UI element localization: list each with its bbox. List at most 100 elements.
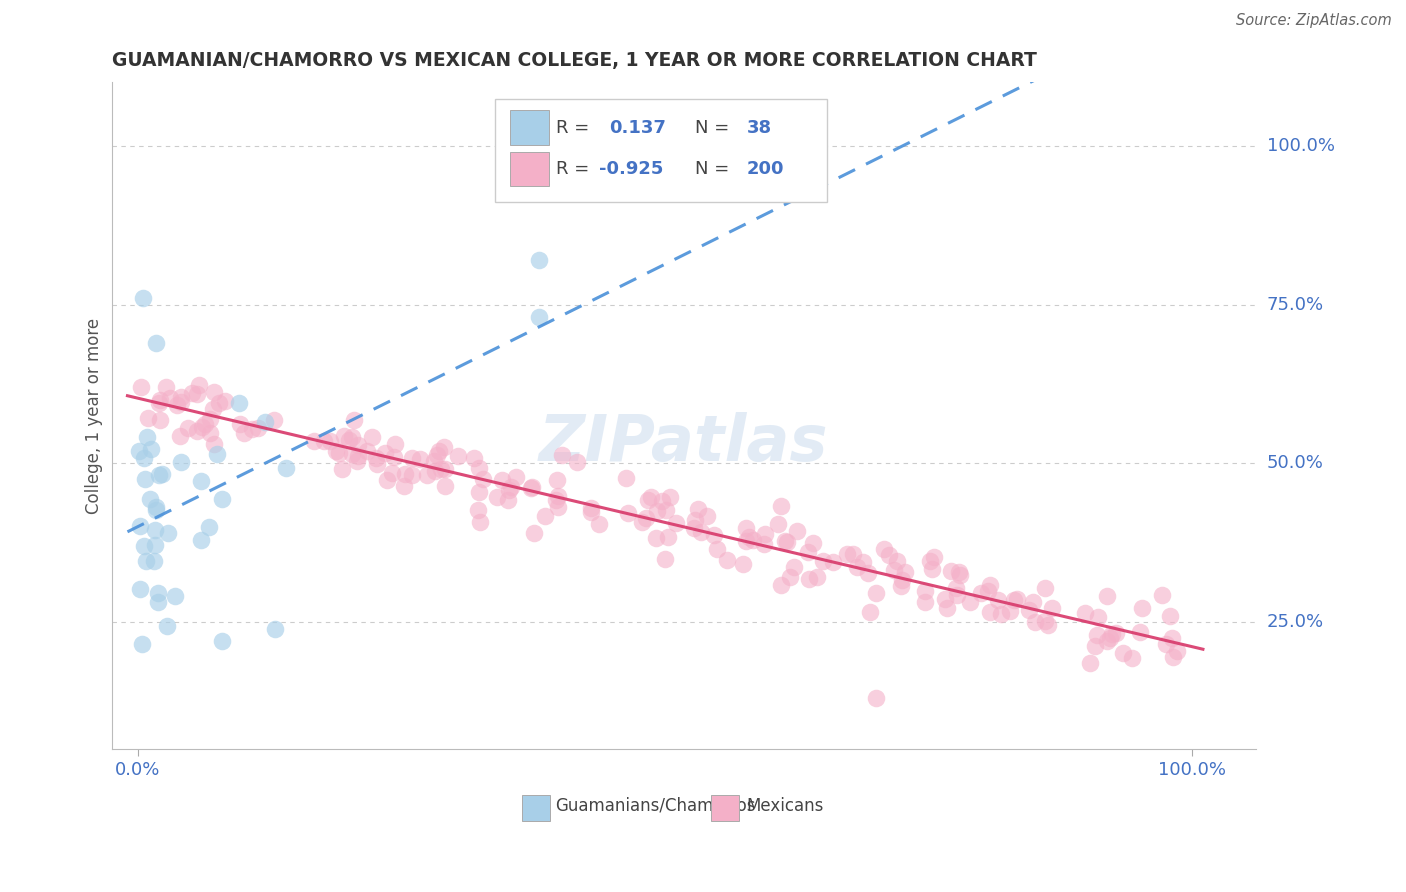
Point <box>890 579 912 593</box>
Point <box>198 426 221 441</box>
Point <box>1021 595 1043 609</box>
Point <box>614 471 637 485</box>
Point <box>1002 593 1025 607</box>
Point <box>1095 589 1118 603</box>
Point <box>731 557 754 571</box>
Point <box>426 448 449 462</box>
Point <box>202 385 225 400</box>
Point <box>145 500 167 514</box>
Point <box>1161 631 1184 645</box>
FancyBboxPatch shape <box>510 152 548 186</box>
Point <box>546 473 568 487</box>
Point <box>401 468 423 483</box>
Point <box>1024 615 1046 629</box>
Point <box>361 430 384 444</box>
Point <box>821 555 844 569</box>
Point <box>1084 639 1107 653</box>
Point <box>425 464 447 478</box>
Point <box>716 553 738 567</box>
Point <box>877 548 900 562</box>
Point <box>148 396 170 410</box>
Point <box>246 420 269 434</box>
Text: 100.0%: 100.0% <box>1267 136 1334 155</box>
Point <box>683 521 706 535</box>
Point <box>211 491 233 506</box>
Point <box>579 501 602 516</box>
Point <box>229 417 252 431</box>
Point <box>946 588 969 602</box>
Point <box>163 589 186 603</box>
Point <box>190 474 212 488</box>
Point <box>1078 656 1101 670</box>
Point <box>505 469 527 483</box>
Point <box>1101 626 1123 640</box>
Point <box>914 595 936 609</box>
Point <box>145 502 167 516</box>
Point <box>176 421 198 435</box>
Point <box>190 533 212 547</box>
Point <box>658 490 681 504</box>
Point <box>922 549 945 564</box>
Point <box>865 691 887 706</box>
Point <box>135 554 157 568</box>
Point <box>856 566 879 580</box>
Point <box>859 605 882 619</box>
Point <box>381 467 404 481</box>
Point <box>486 490 509 504</box>
Point <box>263 413 285 427</box>
Point <box>128 444 150 458</box>
Point <box>813 554 835 568</box>
Point <box>1095 633 1118 648</box>
Point <box>949 568 972 582</box>
Point <box>1130 601 1153 615</box>
Point <box>935 601 957 615</box>
Point <box>547 489 569 503</box>
Point <box>654 552 676 566</box>
Point <box>149 412 172 426</box>
Point <box>139 492 162 507</box>
Point <box>155 380 177 394</box>
Point <box>132 540 155 554</box>
Point <box>579 505 602 519</box>
FancyBboxPatch shape <box>495 99 827 202</box>
Point <box>264 622 287 636</box>
Point <box>186 387 208 401</box>
Point <box>703 528 725 542</box>
Point <box>617 506 640 520</box>
Point <box>737 530 759 544</box>
Point <box>634 510 657 524</box>
Point <box>312 434 335 448</box>
Point <box>463 450 485 465</box>
Point <box>232 425 254 440</box>
Point <box>142 554 165 568</box>
Point <box>337 434 360 448</box>
Point <box>779 570 801 584</box>
Point <box>434 462 457 476</box>
Point <box>734 533 756 548</box>
Point <box>939 565 962 579</box>
Point <box>934 591 956 606</box>
Point <box>416 468 439 483</box>
Point <box>1087 610 1109 624</box>
Point <box>170 395 193 409</box>
Point <box>1033 581 1056 595</box>
Point <box>741 533 763 547</box>
Point <box>945 581 967 595</box>
Point <box>841 547 863 561</box>
Point <box>1159 608 1181 623</box>
Point <box>776 535 799 549</box>
Text: Guamanians/Chamorros: Guamanians/Chamorros <box>555 797 756 815</box>
Point <box>979 605 1001 619</box>
Point <box>228 396 250 410</box>
Point <box>328 446 350 460</box>
Point <box>886 554 908 568</box>
Text: 75.0%: 75.0% <box>1267 295 1324 314</box>
Point <box>637 492 659 507</box>
Point <box>240 422 263 436</box>
Point <box>683 513 706 527</box>
Point <box>1152 588 1174 602</box>
Point <box>845 559 868 574</box>
Point <box>766 516 789 531</box>
Point <box>468 515 491 529</box>
Text: N =: N = <box>695 119 730 136</box>
